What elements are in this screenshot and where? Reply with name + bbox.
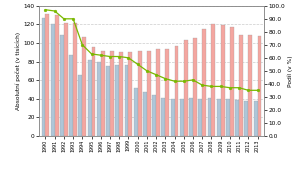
Bar [156, 49, 160, 136]
Bar [244, 101, 248, 136]
Bar [184, 40, 188, 136]
Bar [106, 66, 110, 136]
Bar [51, 24, 55, 136]
Bar [116, 65, 119, 136]
Bar [79, 75, 82, 136]
Bar [119, 52, 123, 136]
Bar [257, 36, 261, 136]
Bar [124, 65, 128, 136]
Bar [42, 18, 46, 136]
Bar [46, 14, 49, 136]
Bar [193, 38, 197, 136]
Y-axis label: Podíl (v %): Podíl (v %) [288, 55, 293, 87]
Bar [239, 35, 243, 136]
Bar [128, 52, 132, 136]
Bar [73, 23, 77, 136]
Bar [147, 51, 151, 136]
Bar [88, 60, 92, 136]
Bar [110, 51, 114, 136]
Bar [189, 98, 193, 136]
Bar [92, 47, 95, 136]
Bar [60, 35, 64, 136]
Bar [212, 24, 215, 136]
Bar [138, 51, 142, 136]
Bar [217, 99, 221, 136]
Bar [208, 98, 212, 136]
Bar [143, 92, 147, 136]
Bar [134, 87, 138, 136]
Bar [226, 99, 230, 136]
Bar [180, 99, 184, 136]
Bar [235, 100, 239, 136]
Y-axis label: Absolutní počet (v tisících): Absolutní počet (v tisících) [15, 32, 21, 110]
Bar [55, 15, 59, 136]
Bar [202, 29, 206, 136]
Bar [230, 27, 234, 136]
Bar [248, 35, 252, 136]
Bar [152, 95, 156, 136]
Bar [165, 48, 169, 136]
Bar [198, 99, 202, 136]
Bar [161, 98, 165, 136]
Bar [64, 23, 68, 136]
Bar [175, 46, 178, 136]
Bar [171, 99, 175, 136]
Bar [82, 37, 86, 136]
Bar [221, 25, 224, 136]
Bar [69, 55, 73, 136]
Bar [254, 101, 257, 136]
Bar [97, 61, 101, 136]
Bar [101, 51, 105, 136]
